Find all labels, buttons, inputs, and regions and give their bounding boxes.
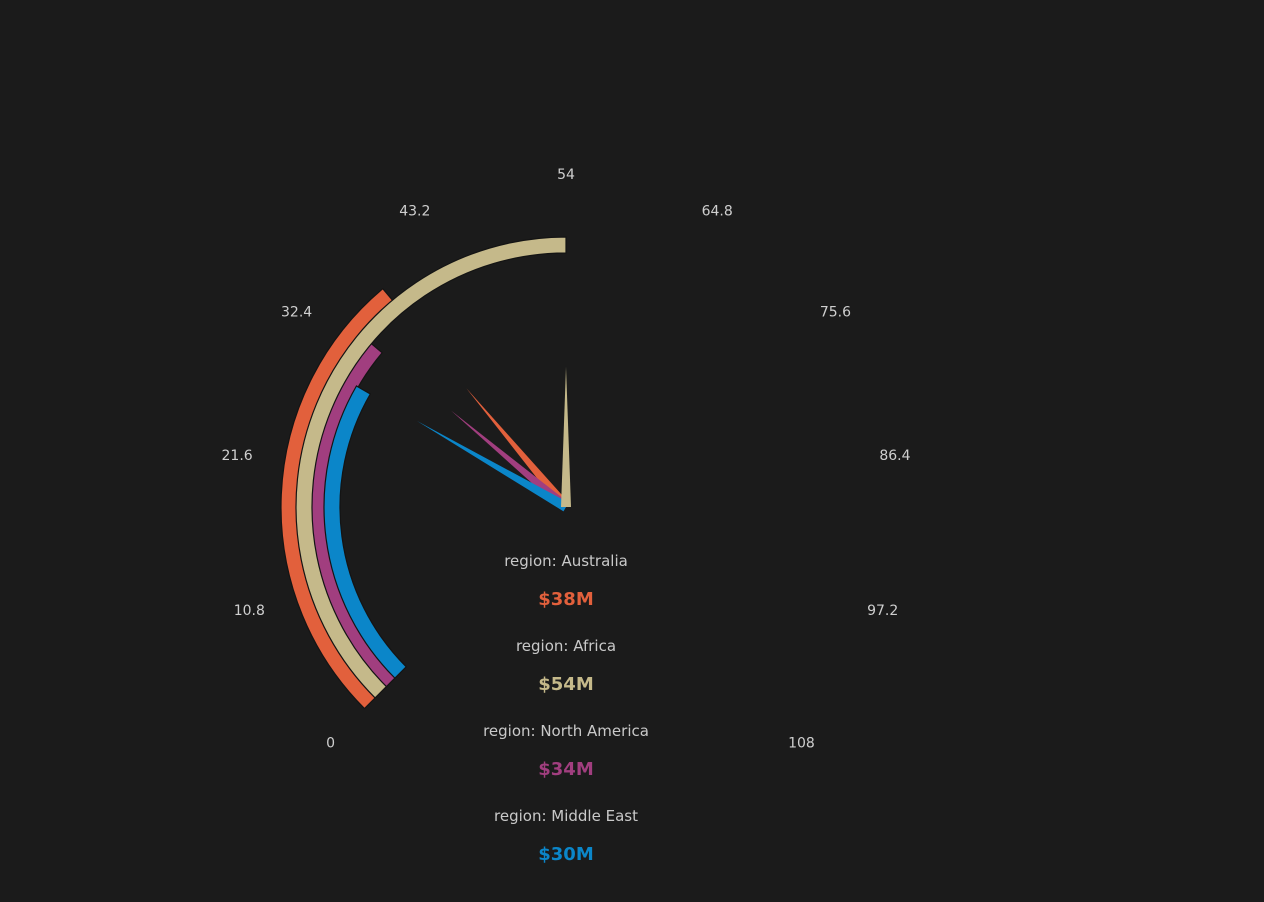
- tick-label: 0: [326, 735, 335, 751]
- gauge-tick-labels: 0 10.8 21.6 32.4 43.2 54 64.8 75.6 86.4 97.2 108: [222, 167, 911, 751]
- tick-label: 21.6: [222, 448, 253, 464]
- tick-label: 43.2: [399, 203, 430, 219]
- tick-label: 54: [557, 167, 575, 183]
- series-name-label: region: Middle East: [494, 807, 638, 825]
- tick-label: 97.2: [867, 603, 898, 619]
- gauge-needle-2: [561, 367, 571, 507]
- series-value-label: $30M: [538, 844, 594, 865]
- gauge-series-labels: region: Australia $38M region: Africa $54M r…: [483, 552, 649, 865]
- series-name-label: region: Australia: [504, 552, 628, 570]
- gauge-needle-3: [451, 410, 570, 511]
- tick-label: 108: [788, 735, 815, 751]
- tick-label: 64.8: [702, 203, 733, 219]
- gauge-needles: [417, 367, 571, 512]
- series-name-label: region: Africa: [516, 637, 616, 655]
- gauge-needle-4: [417, 421, 569, 512]
- gauge-band-4: [323, 385, 408, 679]
- series-value-label: $34M: [538, 759, 594, 780]
- gauge-needle-1: [466, 388, 570, 511]
- series-value-label: $38M: [538, 589, 594, 610]
- series-name-label: region: North America: [483, 722, 649, 740]
- tick-label: 86.4: [879, 448, 910, 464]
- tick-label: 10.8: [234, 603, 265, 619]
- tick-label: 32.4: [281, 304, 312, 320]
- tick-label: 75.6: [820, 304, 851, 320]
- gauge-bands: [280, 236, 567, 710]
- gauge-band-2: [295, 236, 567, 699]
- series-value-label: $54M: [538, 674, 594, 695]
